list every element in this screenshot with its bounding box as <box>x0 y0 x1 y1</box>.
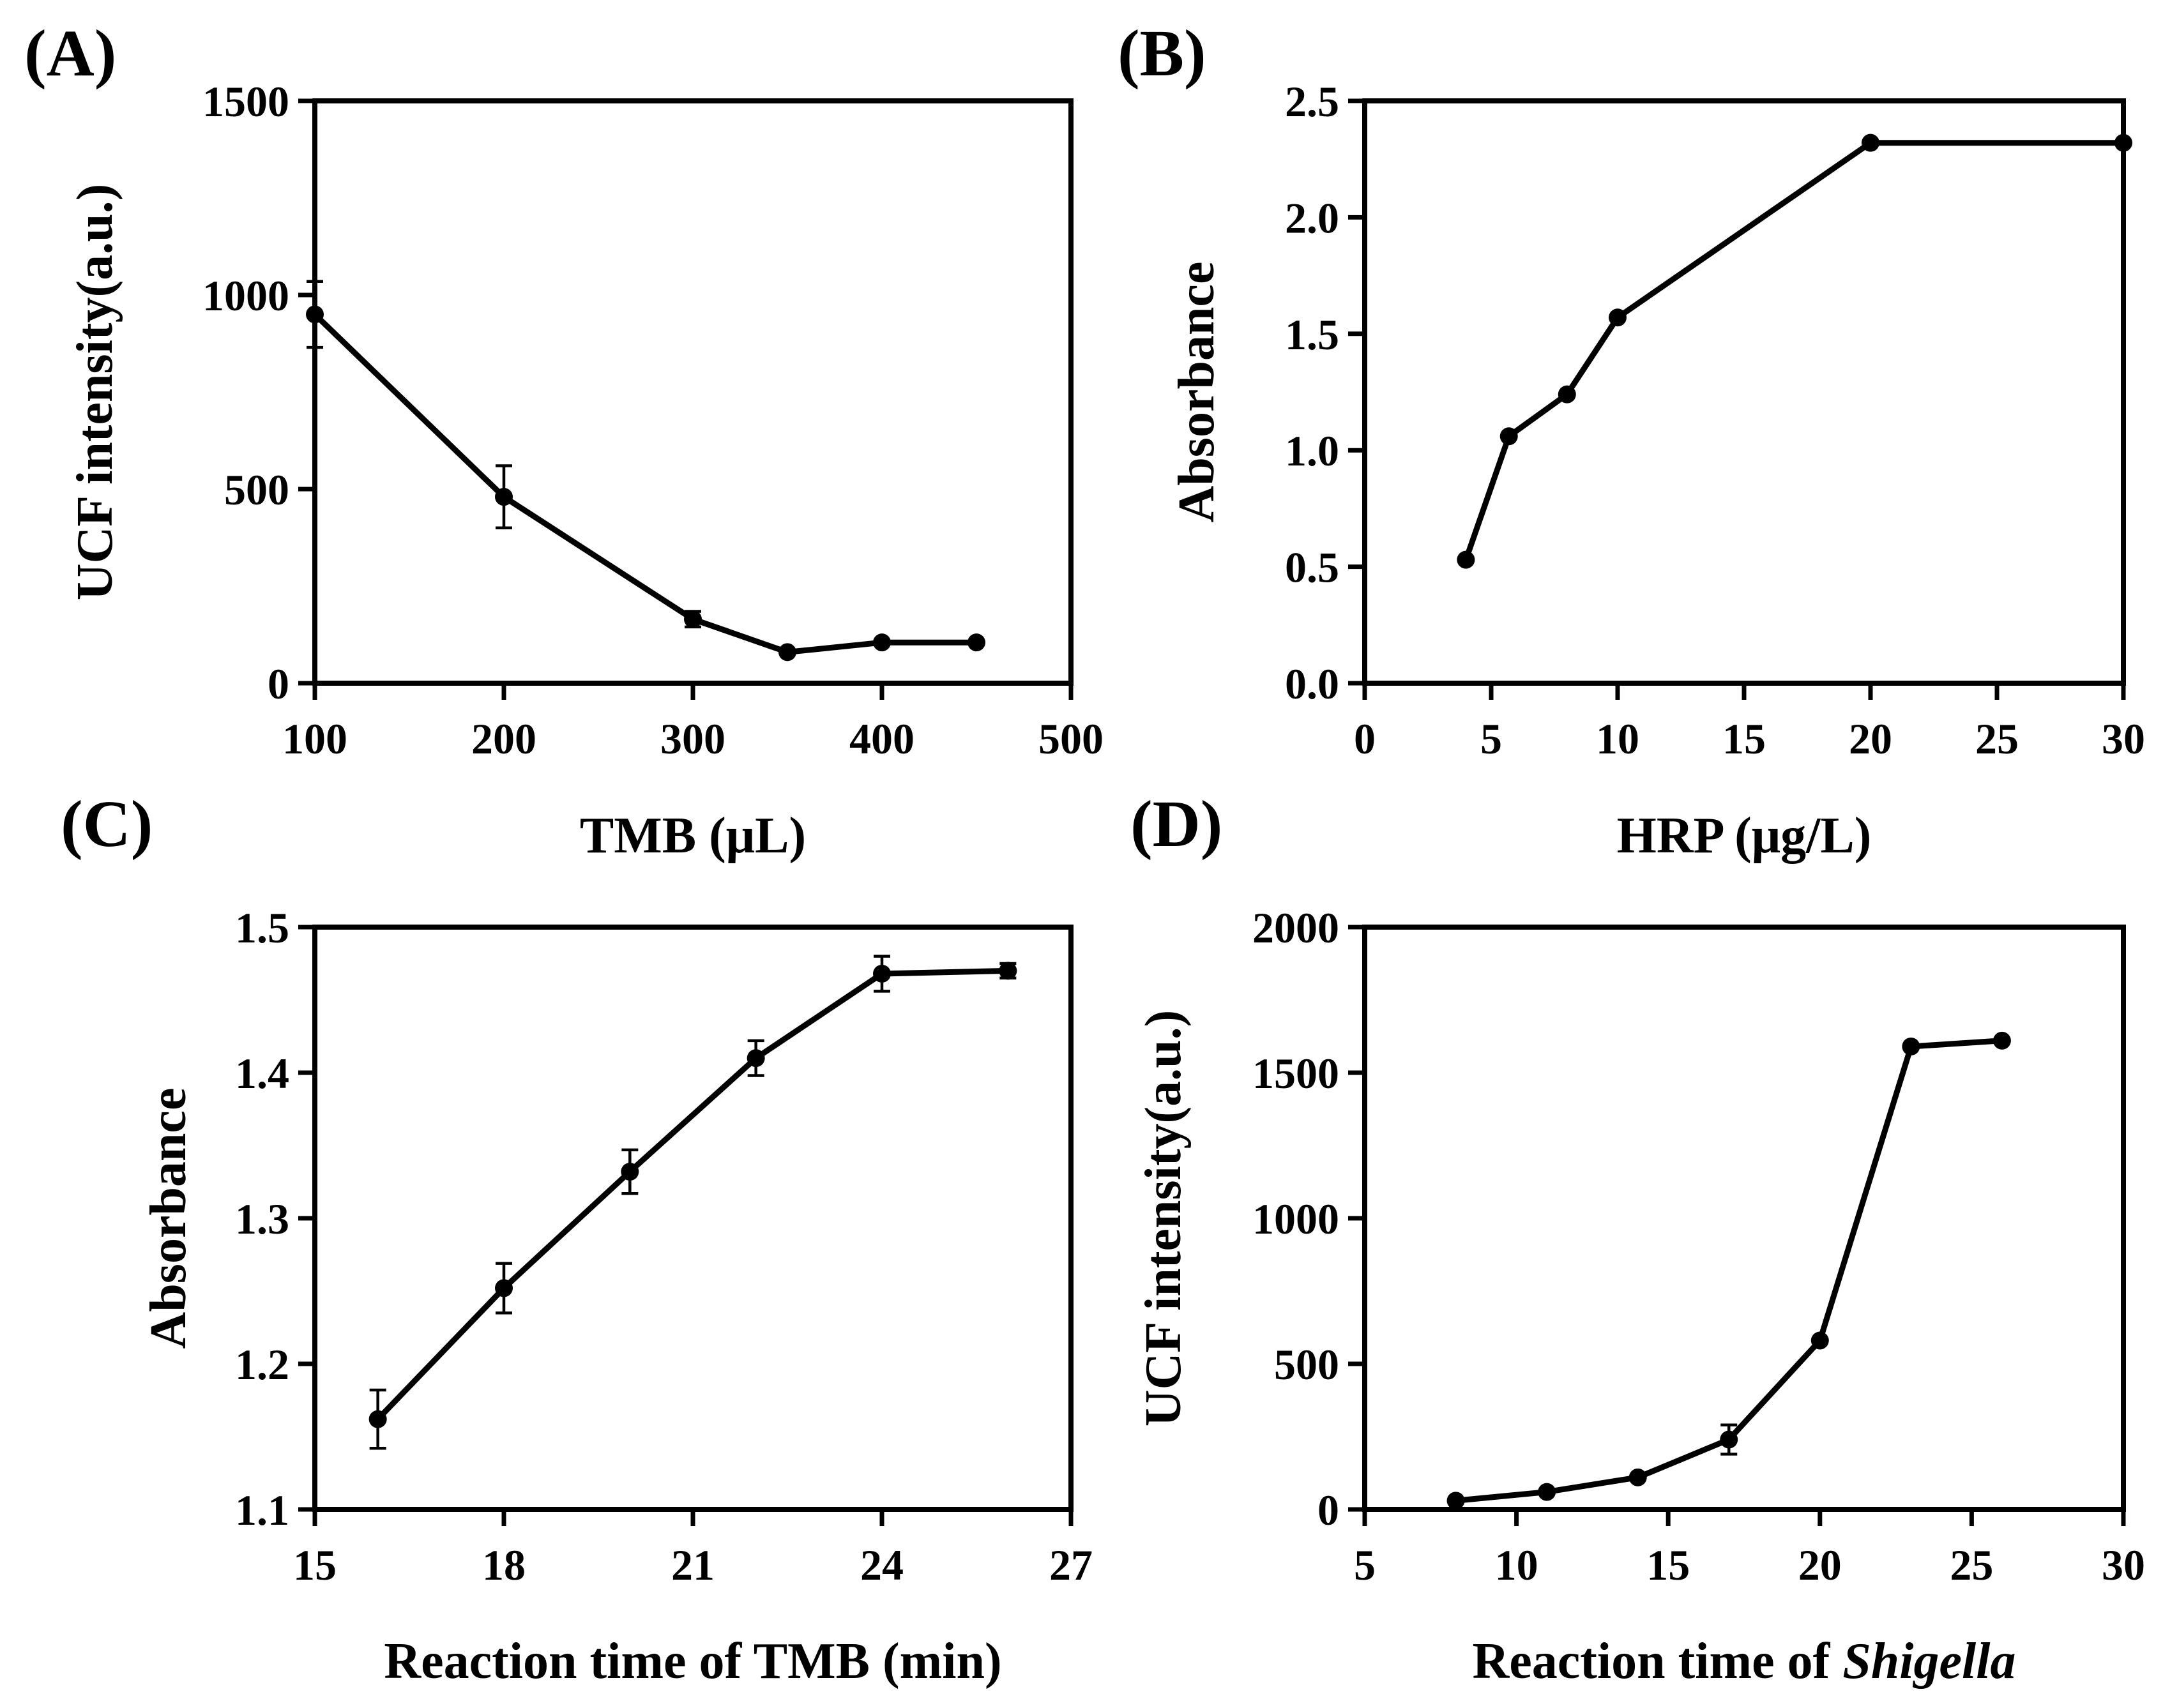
data-point <box>1499 427 1518 446</box>
y-axis-title: Absorbance <box>1169 262 1225 523</box>
series-line <box>1463 140 2123 561</box>
x-tick-label: 200 <box>471 714 536 763</box>
panel-label: (B) <box>1118 17 1206 90</box>
data-point <box>873 964 891 983</box>
x-tick-label: 25 <box>1975 714 2019 763</box>
data-point <box>495 1279 513 1297</box>
data-point <box>1992 1031 2011 1050</box>
x-tick-label: 0 <box>1354 714 1376 763</box>
data-point <box>306 305 324 324</box>
x-tick-label: 15 <box>293 1541 337 1589</box>
y-tick-label: 1500 <box>202 77 289 126</box>
y-tick-label: 1000 <box>202 271 289 320</box>
x-tick-label: 24 <box>860 1541 904 1589</box>
data-point <box>1457 550 1475 569</box>
panel-label: (A) <box>24 17 116 90</box>
y-tick-label: 500 <box>224 465 289 514</box>
data-point <box>621 1163 639 1181</box>
y-tick-label: 1.0 <box>1285 427 1339 475</box>
y-tick-label: 1.1 <box>235 1486 289 1534</box>
x-tick-label: 400 <box>849 714 915 763</box>
x-tick-label: 30 <box>2102 1541 2145 1589</box>
x-tick-label: 10 <box>1596 714 1639 763</box>
data-point <box>999 962 1017 980</box>
y-tick-label: 2.0 <box>1285 193 1339 242</box>
y-tick-label: 1.2 <box>235 1340 289 1389</box>
x-tick-label: 25 <box>1950 1541 1993 1589</box>
data-point <box>873 633 891 652</box>
data-point <box>778 643 796 661</box>
x-tick-label: 21 <box>671 1541 715 1589</box>
data-point <box>1810 1331 1829 1350</box>
y-tick-label: 1500 <box>1252 1049 1339 1098</box>
x-axis-title: Reaction time of TMB (min) <box>384 1633 1001 1689</box>
y-tick-label: 2.5 <box>1285 77 1339 126</box>
data-point <box>968 633 985 652</box>
x-tick-label: 20 <box>1798 1541 1842 1589</box>
x-axis-title: HRP (μg/L) <box>1617 808 1872 864</box>
y-tick-label: 2000 <box>1252 903 1339 952</box>
data-point <box>495 488 513 506</box>
data-point <box>1902 1037 1920 1055</box>
x-tick-label: 500 <box>1038 714 1104 763</box>
plot-frame <box>312 925 1074 1512</box>
x-tick-label: 15 <box>1646 1541 1690 1589</box>
data-point <box>747 1049 765 1068</box>
x-tick-label: 5 <box>1354 1541 1376 1589</box>
data-point <box>1862 133 1879 152</box>
chart-panel-b: (B) 0 5 10 15 20 25 30 0.0 0.5 1.0 1.5 2.0 2.5 HRP (μg… <box>1118 17 2145 864</box>
y-axis-title: Absorbance <box>140 1088 197 1349</box>
y-tick-label: 1.5 <box>235 903 289 952</box>
y-tick-label: 1.5 <box>1285 310 1339 359</box>
x-tick-label: 300 <box>660 714 725 763</box>
x-tick-label: 27 <box>1049 1541 1093 1589</box>
data-point <box>1609 308 1627 327</box>
x-tick-label: 100 <box>282 714 347 763</box>
series-line <box>312 312 976 655</box>
x-tick-label: 30 <box>2102 714 2145 763</box>
chart-panel-d: (D) 5 10 15 20 25 30 0 500 1000 1500 2000 Reaction t… <box>1130 787 2145 1689</box>
panel-label: (D) <box>1130 787 1222 861</box>
data-point <box>368 1410 387 1428</box>
x-tick-label: 20 <box>1849 714 1892 763</box>
y-tick-label: 500 <box>1274 1340 1339 1389</box>
data-point <box>2114 133 2132 152</box>
y-tick-label: 1000 <box>1252 1195 1339 1243</box>
data-point <box>1720 1430 1738 1449</box>
y-tick-label: 0 <box>268 660 289 708</box>
x-tick-label: 10 <box>1495 1541 1538 1589</box>
x-axis-title: TMB (μL) <box>580 808 806 864</box>
y-tick-label: 1.4 <box>235 1049 289 1098</box>
chart-panel-c: (C) 15 18 21 24 27 1.1 1.2 1.3 1.4 1.5 Reaction tim… <box>61 787 1093 1689</box>
plot-frame <box>312 98 1074 686</box>
series-line <box>376 967 1008 1421</box>
y-axis-title: UCF intensity(a.u.) <box>1135 1010 1192 1427</box>
data-point <box>684 610 702 628</box>
y-tick-label: 0.0 <box>1285 660 1339 708</box>
data-point <box>1538 1483 1556 1501</box>
y-tick-label: 0 <box>1317 1486 1339 1534</box>
y-tick-label: 1.3 <box>235 1195 289 1243</box>
y-axis-title: UCF intensity(a.u.) <box>67 184 123 601</box>
data-point <box>1558 385 1576 404</box>
x-axis-title-main: Reaction time of <box>1473 1633 1843 1689</box>
y-tick-label: 0.5 <box>1285 543 1339 592</box>
data-point <box>1446 1492 1465 1510</box>
x-tick-label: 5 <box>1480 714 1502 763</box>
data-point <box>1628 1468 1647 1486</box>
chart-panel-a: (A) 100 200 300 400 500 0 500 1000 1500 TMB (μL) UC… <box>24 17 1104 864</box>
x-tick-label: 18 <box>482 1541 526 1589</box>
x-axis-title-italic: Shigella <box>1842 1633 2015 1689</box>
x-tick-label: 15 <box>1722 714 1766 763</box>
plot-frame <box>1362 98 2126 686</box>
panel-label: (C) <box>61 787 153 861</box>
x-axis-title: Reaction time of Shigella <box>1473 1633 2016 1689</box>
